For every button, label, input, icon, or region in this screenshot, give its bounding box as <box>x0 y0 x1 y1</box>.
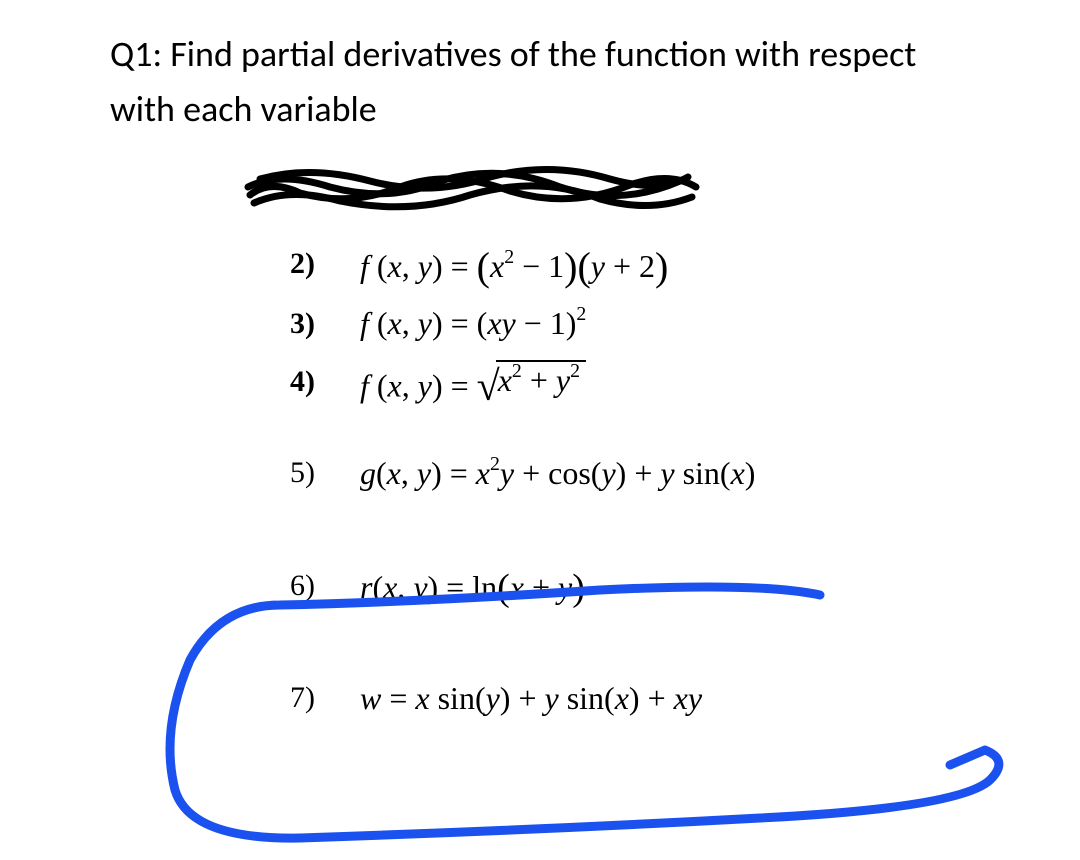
item-equation: f (x, y) = (x2 − 1)(y + 2) <box>360 240 668 287</box>
item-number: 2) <box>290 247 360 281</box>
fn-name: w <box>360 680 381 716</box>
spacer <box>290 510 1020 546</box>
item-7: 7) w = x sin(y) + y sin(x) + xy <box>290 680 1020 717</box>
scribble-icon <box>240 157 710 217</box>
spacer <box>290 423 1020 437</box>
item-equation: f (x, y) = (xy − 1)2 <box>360 305 586 342</box>
item-3: 3) f (x, y) = (xy − 1)2 <box>290 305 1020 342</box>
item-4: 4) f (x, y) = √x2 + y2 <box>290 360 1020 405</box>
item-number: 4) <box>290 365 360 399</box>
fn-name: f <box>360 368 369 404</box>
question-line-1: Q1: Find partial derivatives of the func… <box>110 30 1020 79</box>
item-5: 5) g(x, y) = x2y + cos(y) + y sin(x) <box>290 455 1020 492</box>
fn-name: f <box>360 248 369 284</box>
item-number: 7) <box>290 681 360 715</box>
item-equation: f (x, y) = √x2 + y2 <box>360 360 586 405</box>
fn-name: f <box>360 305 369 341</box>
item-6: 6) r(x, y) = ln(x + y) <box>290 564 1020 608</box>
question-line-2: with each variable <box>110 85 1020 134</box>
fn-name: g <box>360 455 376 491</box>
sqrt: √x2 + y2 <box>477 360 586 399</box>
redacted-line <box>240 157 1020 222</box>
item-number: 5) <box>290 456 360 490</box>
items-list: 2) f (x, y) = (x2 − 1)(y + 2) 3) f (x, y… <box>290 240 1020 717</box>
spacer <box>290 626 1020 662</box>
page: Q1: Find partial derivatives of the func… <box>0 0 1080 852</box>
item-2: 2) f (x, y) = (x2 − 1)(y + 2) <box>290 240 1020 287</box>
item-number: 6) <box>290 569 360 603</box>
item-number: 3) <box>290 307 360 341</box>
item-equation: g(x, y) = x2y + cos(y) + y sin(x) <box>360 455 755 492</box>
item-equation: r(x, y) = ln(x + y) <box>360 564 585 608</box>
fn-name: r <box>360 569 372 605</box>
item-equation: w = x sin(y) + y sin(x) + xy <box>360 680 702 717</box>
